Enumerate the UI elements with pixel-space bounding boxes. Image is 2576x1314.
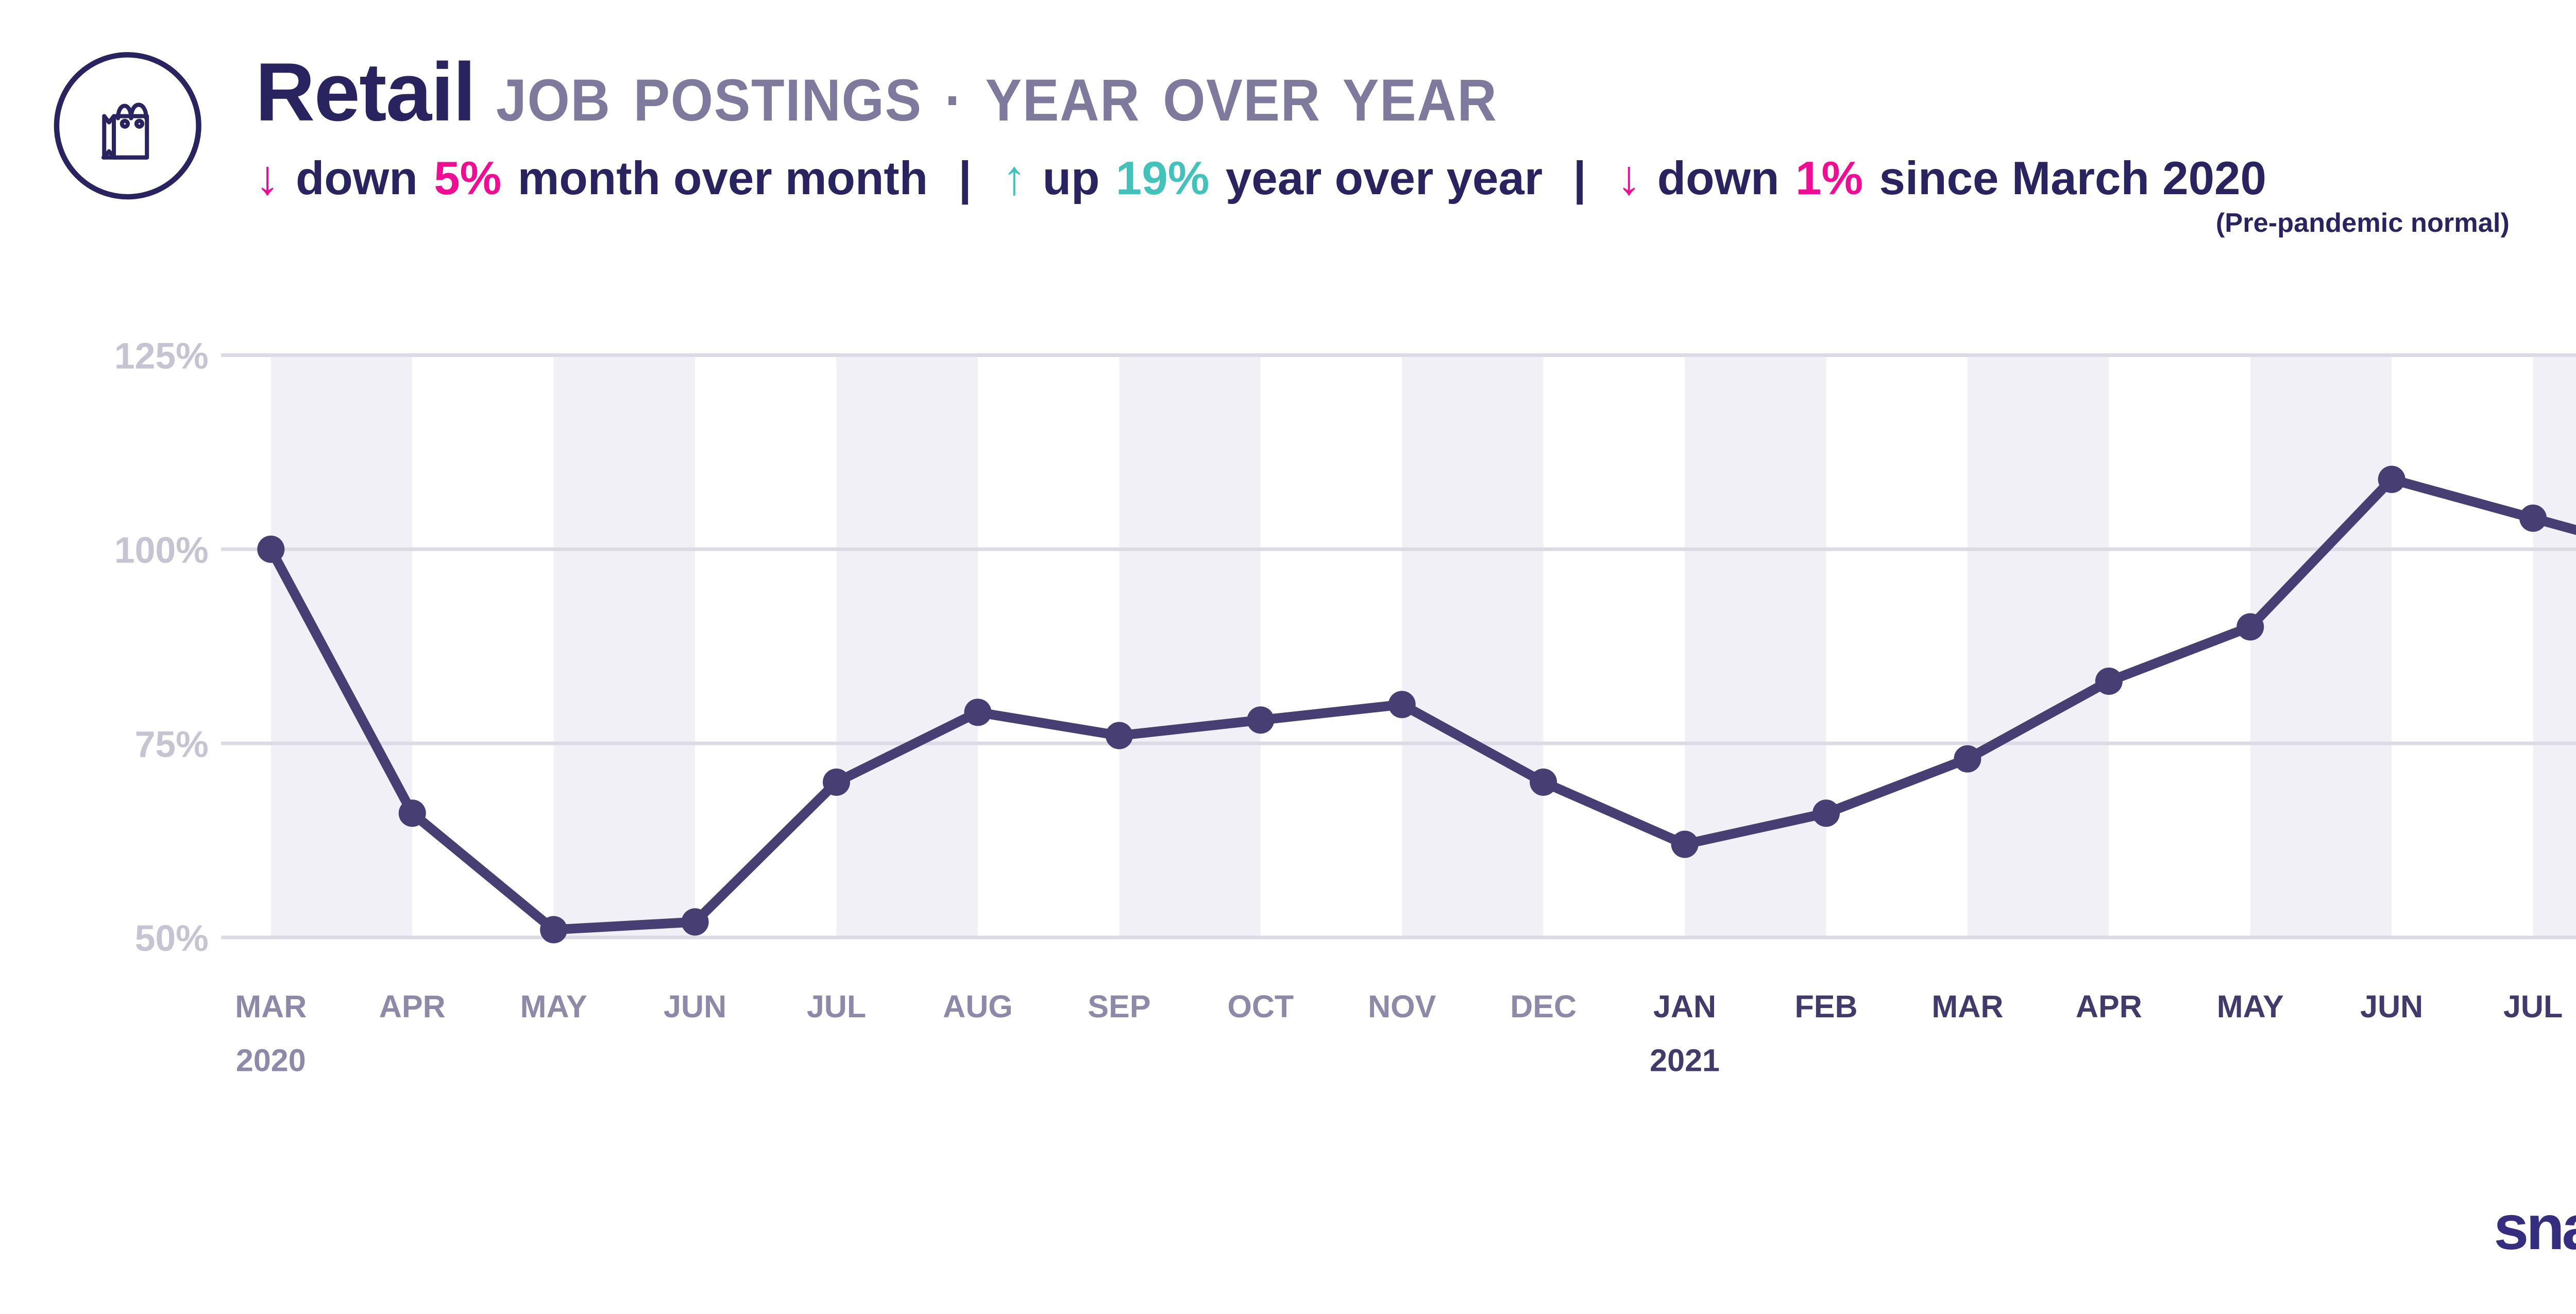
x-tick-label: AUG	[943, 989, 1013, 1024]
stats-row: ↓ down 5% month over month | ↑ up 19% ye…	[255, 151, 2266, 207]
x-tick-label: SEP	[1088, 989, 1150, 1024]
x-year-label: 2021	[1650, 1043, 1720, 1078]
x-year-label: 2020	[236, 1043, 306, 1078]
stat-since-value: 1%	[1795, 151, 1863, 205]
x-tick-label: DEC	[1510, 989, 1577, 1024]
x-tick-label: JUN	[2360, 989, 2423, 1024]
chart-band	[553, 355, 696, 937]
stats-separator: |	[1573, 151, 1586, 205]
pre-pandemic-note: (Pre-pandemic normal)	[2215, 208, 2510, 240]
stat-yoy-value: 19%	[1115, 151, 1210, 205]
data-point	[1388, 691, 1416, 719]
snagajob-logo-text: snagajob	[2494, 1193, 2576, 1264]
y-tick-label: 125%	[114, 336, 209, 377]
up-arrow-icon: ↑	[1002, 151, 1027, 205]
x-tick-label: APR	[379, 989, 446, 1024]
y-tick-label: 75%	[135, 724, 209, 765]
trend-line	[266, 474, 2576, 935]
data-point	[964, 698, 992, 726]
data-point	[2519, 504, 2547, 532]
chart-band	[1119, 355, 1261, 937]
down-arrow-icon: ↓	[255, 151, 280, 205]
data-point	[257, 535, 285, 563]
retail-category-badge	[54, 52, 201, 200]
stat-yoy-label: year over year	[1225, 151, 1543, 205]
data-point	[1247, 706, 1275, 734]
data-point	[2378, 466, 2405, 493]
data-point	[1105, 722, 1133, 749]
x-tick-label: MAR	[235, 989, 307, 1024]
down-arrow-icon: ↓	[1617, 151, 1641, 205]
stat-mom-direction: down	[295, 151, 418, 205]
data-point	[681, 908, 709, 936]
stat-since-label: since March 2020	[1879, 151, 2266, 205]
x-tick-label: JUL	[807, 989, 866, 1024]
data-point	[2095, 668, 2123, 695]
chart-band	[1685, 355, 1826, 937]
x-tick-label: JAN	[1653, 989, 1716, 1024]
stat-yoy-direction: up	[1042, 151, 1100, 205]
data-point	[1530, 768, 1557, 796]
chart-band	[1967, 355, 2109, 937]
stats-separator: |	[958, 151, 972, 205]
x-tick-label: FEB	[1794, 989, 1857, 1024]
x-tick-label: JUL	[2503, 989, 2563, 1024]
chart-band	[2533, 355, 2576, 937]
x-tick-label: MAY	[520, 989, 587, 1024]
x-tick-label: MAY	[2217, 989, 2284, 1024]
data-point	[398, 799, 426, 827]
y-tick-label: 50%	[135, 918, 209, 959]
data-point	[1954, 745, 1981, 773]
x-tick-label: JUN	[664, 989, 726, 1024]
shopping-bag-icon	[101, 103, 149, 160]
data-point	[1812, 799, 1840, 827]
x-tick-label: OCT	[1227, 989, 1294, 1024]
data-point	[540, 916, 568, 944]
data-point	[2236, 613, 2264, 641]
stat-mom-value: 5%	[434, 151, 502, 205]
x-tick-label: APR	[2076, 989, 2142, 1024]
data-point	[823, 768, 851, 796]
chart-band	[270, 355, 413, 937]
stat-since-direction: down	[1657, 151, 1780, 205]
y-tick-label: 100%	[114, 530, 209, 571]
header: Retail JOB POSTINGS · YEAR OVER YEAR	[255, 43, 1585, 140]
x-tick-label: MAR	[1931, 989, 2003, 1024]
page-subtitle: JOB POSTINGS · YEAR OVER YEAR	[496, 66, 1498, 133]
chart-band	[2250, 355, 2392, 937]
page-title: Retail	[255, 45, 476, 139]
snagajob-logo: snagajob®	[2494, 1193, 2576, 1266]
data-point	[1671, 830, 1699, 858]
chart-band	[836, 355, 978, 937]
chart-band	[1402, 355, 1544, 937]
stat-mom-label: month over month	[517, 151, 928, 205]
x-tick-label: NOV	[1368, 989, 1436, 1024]
